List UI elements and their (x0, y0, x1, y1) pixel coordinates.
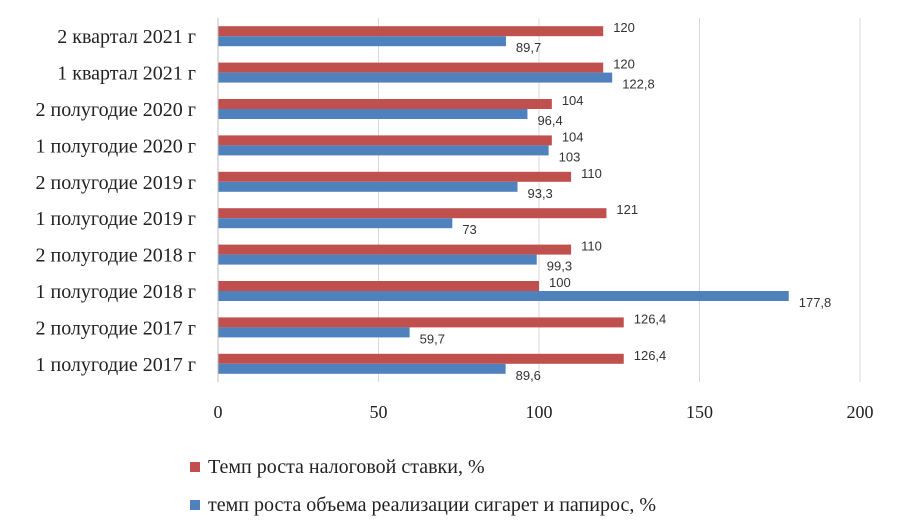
bar-sales-volume (218, 109, 527, 119)
x-tick-label: 200 (847, 402, 874, 422)
bar-tax-rate (218, 99, 552, 109)
data-label-tax-rate: 120 (613, 20, 635, 35)
bars: 126,4 89,6 126,4 59,7 100 177,8 110 99,3 121 73 11… (218, 20, 831, 383)
bar-sales-volume (218, 145, 549, 155)
bar-sales-volume (218, 327, 410, 337)
data-label-sales-volume: 59,7 (420, 331, 445, 346)
category-label: 1 полугодие 2020 г (35, 135, 196, 157)
legend-item-tax-rate: Темп роста налоговой ставки, % (190, 448, 656, 486)
data-label-sales-volume: 93,3 (527, 186, 552, 201)
bar-tax-rate (218, 281, 539, 291)
bar-tax-rate (218, 135, 552, 145)
x-tick-label: 50 (370, 402, 388, 422)
bar-tax-rate (218, 26, 603, 36)
bar-tax-rate (218, 63, 603, 73)
data-label-sales-volume: 89,6 (516, 368, 541, 383)
bar-sales-volume (218, 36, 506, 46)
data-label-sales-volume: 89,7 (516, 40, 541, 55)
legend-swatch-sales-volume (190, 500, 200, 510)
category-label: 1 полугодие 2017 г (35, 354, 196, 376)
bar-tax-rate (218, 172, 571, 182)
bar-tax-rate (218, 354, 624, 364)
legend-item-sales-volume: темп роста объема реализации сигарет и п… (190, 486, 656, 524)
bar-sales-volume (218, 218, 452, 228)
data-label-tax-rate: 126,4 (634, 311, 667, 326)
data-label-tax-rate: 126,4 (634, 348, 667, 363)
data-label-sales-volume: 73 (462, 222, 476, 237)
bar-sales-volume (218, 182, 517, 192)
category-labels: 1 полугодие 2017 г 2 полугодие 2017 г 1 по… (35, 26, 196, 376)
bar-sales-volume (218, 291, 789, 301)
x-tick-label: 150 (686, 402, 713, 422)
legend-label-sales-volume: темп роста объема реализации сигарет и п… (208, 494, 656, 517)
x-tick-label: 0 (214, 402, 223, 422)
data-label-sales-volume: 177,8 (799, 295, 832, 310)
x-tick-label: 100 (526, 402, 553, 422)
category-label: 1 полугодие 2018 г (35, 281, 196, 303)
bar-sales-volume (218, 364, 506, 374)
data-label-tax-rate: 104 (562, 93, 584, 108)
category-label: 2 полугодие 2020 г (35, 99, 196, 121)
data-label-tax-rate: 121 (616, 202, 638, 217)
data-label-tax-rate: 120 (613, 57, 635, 72)
bar-tax-rate (218, 245, 571, 255)
bar-tax-rate (218, 317, 624, 327)
data-label-sales-volume: 96,4 (537, 113, 562, 128)
category-label: 1 квартал 2021 г (57, 63, 196, 85)
bar-sales-volume (218, 73, 612, 83)
data-label-sales-volume: 122,8 (622, 77, 655, 92)
data-label-tax-rate: 110 (581, 239, 602, 254)
category-label: 2 полугодие 2018 г (35, 245, 196, 267)
category-label: 1 полугодие 2019 г (35, 208, 196, 230)
bar-sales-volume (218, 255, 537, 265)
data-label-tax-rate: 100 (549, 275, 571, 290)
category-label: 2 полугодие 2019 г (35, 172, 196, 194)
data-label-sales-volume: 103 (559, 149, 581, 164)
category-label: 2 полугодие 2017 г (35, 317, 196, 339)
data-label-sales-volume: 99,3 (547, 259, 572, 274)
category-label: 2 квартал 2021 г (57, 26, 196, 48)
legend: Темп роста налоговой ставки, % темп рост… (190, 448, 656, 524)
x-tick-labels: 0 50 100 150 200 (214, 402, 874, 422)
legend-swatch-tax-rate (190, 462, 200, 472)
bar-tax-rate (218, 208, 606, 218)
data-label-tax-rate: 110 (581, 166, 602, 181)
data-label-tax-rate: 104 (562, 129, 584, 144)
legend-label-tax-rate: Темп роста налоговой ставки, % (208, 456, 485, 479)
